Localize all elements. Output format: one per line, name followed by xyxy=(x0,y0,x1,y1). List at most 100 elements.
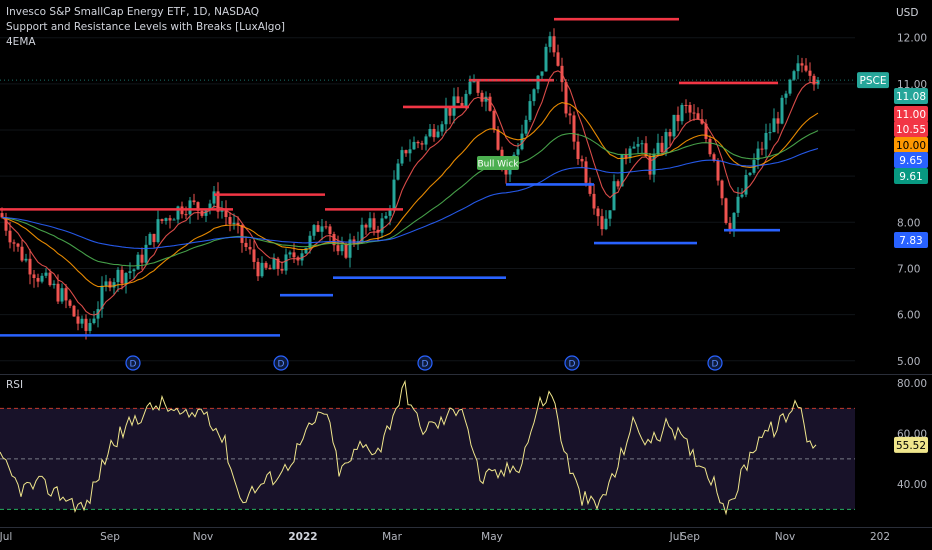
candle[interactable] xyxy=(480,92,484,102)
dividend-marker[interactable]: D xyxy=(273,355,289,371)
candle[interactable] xyxy=(292,252,296,258)
rsi-line[interactable] xyxy=(0,379,817,516)
candle[interactable] xyxy=(156,219,160,243)
price-badge[interactable]: 11.00 xyxy=(894,106,928,122)
candle[interactable] xyxy=(564,82,568,114)
candle[interactable] xyxy=(4,217,8,231)
candle[interactable] xyxy=(576,141,580,160)
candle[interactable] xyxy=(172,219,176,221)
candle[interactable] xyxy=(804,65,808,71)
candle[interactable] xyxy=(308,235,312,248)
rsi-legend-title[interactable]: RSI xyxy=(6,379,24,391)
candle[interactable] xyxy=(788,79,792,94)
candle[interactable] xyxy=(160,219,164,221)
candle[interactable] xyxy=(584,161,588,183)
candle[interactable] xyxy=(708,138,712,155)
candle[interactable] xyxy=(724,198,728,223)
candle[interactable] xyxy=(60,288,64,302)
candle[interactable] xyxy=(748,172,752,176)
candle[interactable] xyxy=(340,244,344,252)
candle[interactable] xyxy=(260,262,264,277)
candle[interactable] xyxy=(120,269,124,284)
candle[interactable] xyxy=(728,222,732,231)
candle[interactable] xyxy=(464,93,468,107)
candle[interactable] xyxy=(568,113,572,116)
candle[interactable] xyxy=(20,246,24,261)
candle[interactable] xyxy=(740,194,744,197)
candle[interactable] xyxy=(280,268,284,271)
candle[interactable] xyxy=(772,118,776,133)
candle[interactable] xyxy=(32,274,36,279)
candle[interactable] xyxy=(632,146,636,149)
price-badge[interactable]: 11.08 xyxy=(894,88,928,104)
candle[interactable] xyxy=(536,75,540,90)
candle[interactable] xyxy=(208,203,212,209)
candle[interactable] xyxy=(492,110,496,130)
candle[interactable] xyxy=(188,200,192,215)
candle[interactable] xyxy=(316,225,320,232)
candle[interactable] xyxy=(456,96,460,104)
candle[interactable] xyxy=(236,222,240,226)
candle[interactable] xyxy=(28,258,32,275)
candle[interactable] xyxy=(416,141,420,144)
candle[interactable] xyxy=(460,103,464,107)
candle[interactable] xyxy=(196,202,200,211)
dividend-marker[interactable]: D xyxy=(125,355,141,371)
candle[interactable] xyxy=(444,107,448,125)
candle[interactable] xyxy=(704,123,708,139)
candle[interactable] xyxy=(148,233,152,245)
candle[interactable] xyxy=(616,181,620,187)
candle[interactable] xyxy=(76,316,80,324)
candle[interactable] xyxy=(136,254,140,270)
candle[interactable] xyxy=(548,36,552,47)
candle[interactable] xyxy=(0,213,4,218)
candle[interactable] xyxy=(388,208,392,216)
candle[interactable] xyxy=(432,128,436,138)
candle[interactable] xyxy=(488,96,492,111)
candle[interactable] xyxy=(212,191,216,204)
candle[interactable] xyxy=(400,150,404,164)
candle[interactable] xyxy=(216,191,220,212)
candle[interactable] xyxy=(768,132,772,134)
candle[interactable] xyxy=(468,81,472,94)
rsi-pane[interactable] xyxy=(0,379,855,516)
candle[interactable] xyxy=(736,196,740,213)
candle[interactable] xyxy=(184,214,188,216)
candle[interactable] xyxy=(640,143,644,145)
candle[interactable] xyxy=(288,252,292,255)
candle[interactable] xyxy=(244,242,248,248)
candle[interactable] xyxy=(88,323,92,331)
candle[interactable] xyxy=(92,318,96,324)
candle[interactable] xyxy=(164,218,168,221)
price-badge[interactable]: 7.83 xyxy=(894,232,928,248)
candle[interactable] xyxy=(796,63,800,72)
candle[interactable] xyxy=(472,81,476,83)
candle[interactable] xyxy=(336,245,340,252)
candle[interactable] xyxy=(756,148,760,160)
candle[interactable] xyxy=(232,222,236,225)
candle[interactable] xyxy=(448,107,452,116)
candle[interactable] xyxy=(304,247,308,254)
candle[interactable] xyxy=(608,210,612,219)
candle[interactable] xyxy=(384,215,388,219)
candle[interactable] xyxy=(784,93,788,98)
candle[interactable] xyxy=(592,193,596,209)
candle[interactable] xyxy=(360,224,364,242)
candle[interactable] xyxy=(652,154,656,175)
candle[interactable] xyxy=(300,253,304,261)
dividend-marker[interactable]: D xyxy=(417,355,433,371)
candle[interactable] xyxy=(520,133,524,150)
candle[interactable] xyxy=(256,261,260,277)
candle[interactable] xyxy=(252,249,256,262)
candle[interactable] xyxy=(36,278,40,282)
candle[interactable] xyxy=(144,244,148,263)
candle[interactable] xyxy=(228,217,232,225)
candle[interactable] xyxy=(428,128,432,137)
candle[interactable] xyxy=(604,218,608,230)
candle[interactable] xyxy=(372,218,376,230)
candle[interactable] xyxy=(152,233,156,243)
candle[interactable] xyxy=(664,132,668,153)
legend-symbol-title[interactable]: Invesco S&P SmallCap Energy ETF, 1D, NAS… xyxy=(6,6,260,18)
